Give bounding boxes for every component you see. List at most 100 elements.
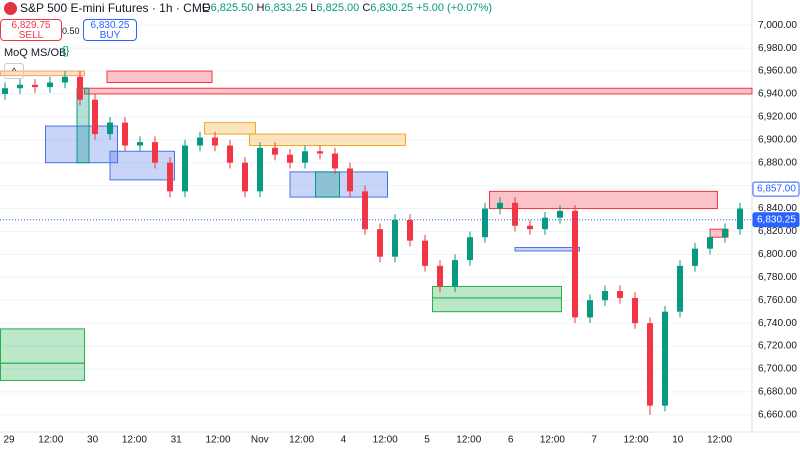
order-block — [489, 190, 718, 210]
order-block — [109, 150, 175, 181]
order-block — [432, 297, 562, 313]
buy-button[interactable]: 6,830.25 BUY — [83, 19, 137, 41]
x-tick-label: 12:00 — [122, 435, 147, 446]
order-block — [514, 247, 580, 252]
price-tag — [752, 212, 800, 228]
order-block — [0, 328, 85, 364]
candle-body — [47, 82, 53, 88]
sell-button[interactable]: 6,829.75 SELL — [0, 19, 62, 41]
candle-body — [77, 76, 83, 100]
candle-body — [692, 248, 698, 266]
y-tick-label: 6,840.00 — [758, 203, 797, 214]
candle-body — [17, 84, 23, 89]
order-block — [0, 362, 85, 381]
y-tick-label: 6,940.00 — [758, 89, 797, 100]
y-tick-label: 6,660.00 — [758, 409, 797, 420]
candle-body — [167, 162, 173, 192]
y-tick-label: 7,000.00 — [758, 20, 797, 31]
candle-body — [407, 220, 413, 241]
buy-price: 6,830.25 — [90, 20, 130, 31]
candle-body — [287, 154, 293, 163]
x-tick-label: 7 — [591, 435, 597, 446]
y-tick-label: 6,780.00 — [758, 272, 797, 283]
buy-label: BUY — [99, 30, 121, 41]
x-tick-label: 30 — [87, 435, 99, 446]
candle-body — [572, 210, 578, 318]
x-tick-label: 12:00 — [38, 435, 63, 446]
candle-body — [92, 99, 98, 135]
candle-body — [422, 240, 428, 266]
order-block — [432, 285, 562, 299]
candle-body — [602, 291, 608, 301]
candle-body — [32, 84, 38, 88]
symbol-icon — [4, 2, 17, 15]
x-tick-label: 31 — [171, 435, 183, 446]
candle-body — [332, 153, 338, 169]
indicator-icon[interactable]: {} — [62, 45, 70, 57]
ohlc-value: 6,833.25 — [264, 2, 308, 14]
y-tick-label: 6,900.00 — [758, 134, 797, 145]
candle-body — [467, 237, 473, 261]
y-tick-label: 6,760.00 — [758, 295, 797, 306]
candle-body — [257, 147, 263, 192]
candle-body — [437, 265, 443, 287]
candle-body — [557, 210, 563, 218]
y-tick-label: 6,800.00 — [758, 249, 797, 260]
candle-body — [242, 162, 248, 192]
x-tick-label: 12:00 — [707, 435, 732, 446]
candle-body — [377, 229, 383, 257]
x-tick-label: 12:00 — [623, 435, 648, 446]
price-tag — [752, 181, 800, 197]
sell-price: 6,829.75 — [11, 20, 51, 31]
order-block — [249, 133, 406, 147]
candle-body — [212, 137, 218, 146]
x-tick-label: 12:00 — [373, 435, 398, 446]
sell-label: SELL — [18, 30, 44, 41]
candle-body — [347, 168, 353, 192]
ohlc: O6,825.50 H6,833.25 L6,825.00 C6,830.25 … — [202, 2, 492, 14]
spread: 0.50 — [62, 26, 80, 36]
order-block — [45, 125, 118, 164]
candle-body — [497, 202, 503, 209]
candle-body — [2, 88, 8, 94]
candle-body — [737, 208, 743, 230]
candle-body — [392, 220, 398, 257]
candle-body — [617, 291, 623, 298]
y-tick-label: 6,700.00 — [758, 364, 797, 375]
candle-body — [542, 217, 548, 230]
candle-body — [182, 145, 188, 192]
x-tick-label: 4 — [341, 435, 347, 446]
ohlc-value: 6,830.25 — [370, 2, 414, 14]
candle-body — [707, 237, 713, 249]
candle-body — [587, 300, 593, 318]
x-tick-label: Nov — [251, 435, 269, 446]
candle-body — [632, 297, 638, 324]
x-tick-label: 12:00 — [289, 435, 314, 446]
candle-body — [227, 145, 233, 163]
candle-body — [362, 191, 368, 230]
x-tick-label: 5 — [424, 435, 430, 446]
ohlc-label: L — [310, 2, 317, 14]
candle-body — [482, 208, 488, 238]
collapse-button[interactable]: ^ — [4, 63, 24, 79]
price-tag-label: 6,857.00 — [757, 184, 796, 195]
ohlc-label: O — [202, 2, 211, 14]
candle-body — [527, 225, 533, 230]
ohlc-label: H — [256, 2, 265, 14]
candle-body — [317, 151, 323, 154]
y-tick-label: 6,820.00 — [758, 226, 797, 237]
x-tick-label: 12:00 — [456, 435, 481, 446]
order-block — [106, 70, 213, 84]
y-tick-label: 6,680.00 — [758, 387, 797, 398]
candle-body — [452, 260, 458, 287]
order-block — [84, 87, 753, 95]
candle-body — [722, 229, 728, 238]
x-tick-label: 10 — [672, 435, 684, 446]
candle-body — [152, 142, 158, 163]
candle-body — [272, 147, 278, 155]
price-tag-label: 6,830.25 — [757, 214, 796, 225]
y-tick-label: 6,880.00 — [758, 157, 797, 168]
y-tick-label: 6,720.00 — [758, 341, 797, 352]
